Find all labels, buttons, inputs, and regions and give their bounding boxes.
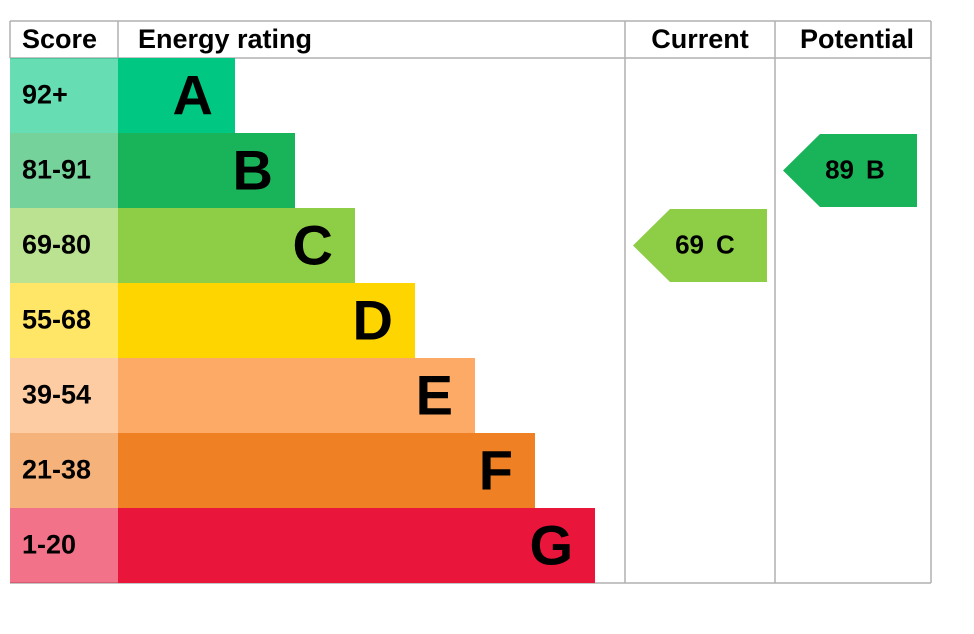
rating-bar [118,208,355,283]
header-current: Current [651,24,749,54]
current-value: 69 [675,229,704,259]
header-potential: Potential [800,24,914,54]
band-letter: E [416,363,453,426]
score-cell [10,283,118,358]
rating-bar [118,58,235,133]
score-cell [10,208,118,283]
score-label: 21-38 [22,455,91,485]
rating-bar [118,433,535,508]
current-arrow [633,209,767,282]
rating-bar [118,283,415,358]
score-cell [10,358,118,433]
score-label: 92+ [22,80,68,110]
score-label: 55-68 [22,305,91,335]
band-letter: B [233,138,273,201]
rating-bar [118,133,295,208]
current-letter: C [716,229,735,259]
band-letter: D [353,288,393,351]
band-letter: A [173,63,213,126]
score-cell [10,133,118,208]
band-letter: F [479,438,513,501]
rating-bar [118,358,475,433]
score-cell [10,433,118,508]
potential-arrow [783,134,917,207]
score-label: 81-91 [22,155,91,185]
score-label: 69-80 [22,230,91,260]
score-cell [10,508,118,583]
potential-value: 89 [825,154,854,184]
score-label: 1-20 [22,530,76,560]
band-letter: C [293,213,333,276]
potential-letter: B [866,154,885,184]
score-label: 39-54 [22,380,91,410]
rating-bar [118,508,595,583]
score-cell [10,58,118,133]
header-rating: Energy rating [138,24,312,54]
header-score: Score [22,24,97,54]
band-letter: G [529,513,573,576]
